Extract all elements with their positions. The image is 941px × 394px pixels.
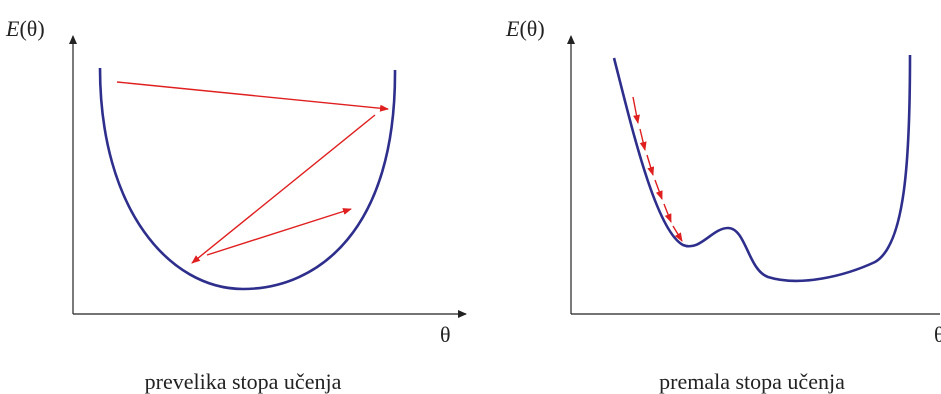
right-step-arrow-2 [639,128,647,151]
right-step-arrow-5 [663,203,672,223]
right-caption: premala stopa učenja [659,369,845,394]
left-step-arrow-3 [206,208,352,256]
left-step-arrow-1 [116,81,389,112]
right-step-arrow-1 [632,96,640,124]
left-x-axis-label: θ [440,322,451,347]
left-y-label-arg: (θ) [19,16,44,41]
left-caption: prevelika stopa učenja [145,369,342,394]
right-cost-curve [612,54,912,283]
right-step-arrow-6 [672,225,683,242]
left-y-label-var: E [5,16,20,41]
right-step-arrow-4 [654,179,663,200]
panel-right: E(θ) θ premala stopa učenja [505,16,941,394]
right-y-axis-label: E(θ) [505,16,545,41]
panel-left: E(θ) θ prevelika stopa učenja [5,16,467,394]
right-y-label-arg: (θ) [519,16,544,41]
left-y-axis-label: E(θ) [5,16,45,41]
left-step-arrow-2 [191,114,376,264]
right-x-axis-label: θ [934,322,941,347]
right-small-steps [632,96,683,242]
right-step-arrow-3 [646,154,655,176]
left-cost-curve [98,67,397,291]
right-y-label-var: E [505,16,520,41]
